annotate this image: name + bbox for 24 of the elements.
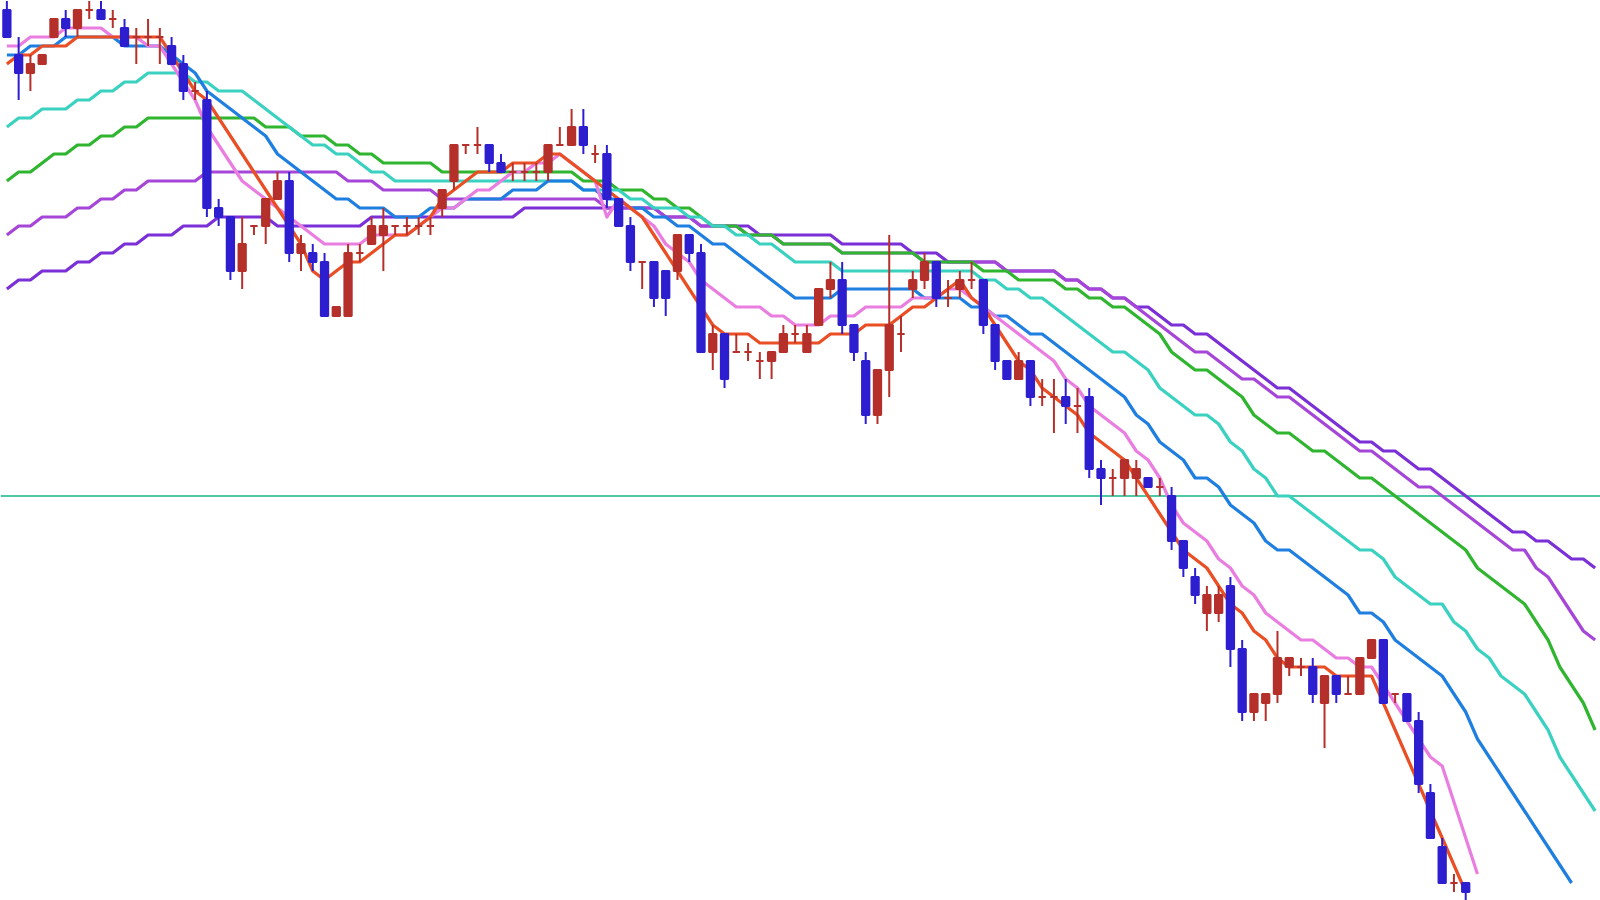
candlestick [1190,567,1200,605]
candlestick [14,36,24,101]
candlestick [119,18,130,47]
candlestick [2,1,12,38]
candlestick [72,9,83,38]
candlestick [1331,675,1341,704]
candlestick [672,234,683,281]
candlestick [1025,360,1036,407]
candlestick [566,108,577,146]
candlestick [1437,837,1447,884]
candlestick [1319,675,1330,749]
candlestick [1061,378,1071,425]
candlestick [437,189,447,218]
candlestick [1425,783,1436,839]
candlestick [719,333,730,389]
candlestick [296,234,306,272]
candlestick [61,9,71,38]
candlestick [955,270,965,299]
candlestick [1014,351,1024,380]
candlestick [578,108,588,155]
candlestick [237,216,247,290]
candlestick [931,261,941,308]
candlestick [1308,657,1318,704]
candlestick [708,324,718,371]
